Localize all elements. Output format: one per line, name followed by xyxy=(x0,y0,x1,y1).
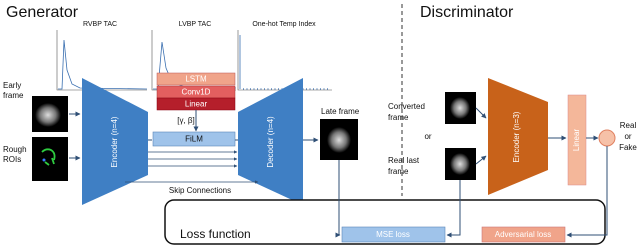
image-blob xyxy=(35,103,61,127)
plot-title: LVBP TAC xyxy=(179,21,212,28)
disc-encoder-label: Encoder (n=3) xyxy=(512,111,521,162)
conv1d-label: Conv1D xyxy=(182,88,211,97)
disc-linear-label: Linear xyxy=(572,129,581,152)
output-label: Late frame xyxy=(321,107,360,116)
adversarial-loss xyxy=(481,226,566,243)
skip-lines xyxy=(125,150,259,184)
loss-title: Loss function xyxy=(180,227,251,241)
output-node xyxy=(598,129,616,147)
discriminator-title: Discriminator xyxy=(420,4,514,21)
decoder xyxy=(238,78,303,205)
mse-label: MSE loss xyxy=(376,230,410,239)
plot-onehot: One-hot Temp Index xyxy=(237,21,332,91)
generator-title: Generator xyxy=(6,4,79,21)
result-label: Real or Fake xyxy=(619,121,637,152)
plot-title: One-hot Temp Index xyxy=(252,21,316,28)
encoder xyxy=(82,78,148,205)
roi-marks xyxy=(42,158,46,162)
image-blob xyxy=(450,97,470,119)
disc-linear xyxy=(567,94,587,186)
plot-title: RVBP TAC xyxy=(83,21,117,28)
encoder-label: Encoder (n=4) xyxy=(110,116,119,167)
film-params: [γ, β] xyxy=(177,116,195,125)
input-label: Rough ROIs xyxy=(3,145,27,164)
disc-encoder xyxy=(488,78,548,195)
disc-input-label: Converted frame xyxy=(388,102,425,122)
input-label: Early frame xyxy=(3,81,24,100)
arrow xyxy=(475,155,487,165)
arrow xyxy=(475,107,487,119)
image-blob xyxy=(327,127,351,153)
image-blob xyxy=(450,153,470,175)
arrow xyxy=(446,180,461,238)
lstm-label: LSTM xyxy=(185,75,207,84)
arrow xyxy=(566,146,608,238)
film-label: FiLM xyxy=(185,135,203,144)
mse-loss xyxy=(341,226,446,243)
or-label: or xyxy=(424,132,431,141)
linear-label: Linear xyxy=(185,100,208,109)
skip-label: Skip Connections xyxy=(169,186,231,195)
lstm xyxy=(156,72,236,86)
roi-image xyxy=(32,137,68,181)
decoder-label: Decoder (n=4) xyxy=(266,116,275,168)
film xyxy=(152,131,236,147)
adversarial-label: Adversarial loss xyxy=(495,230,551,239)
roi-marks xyxy=(41,148,56,166)
disc-input-label: Real last frame xyxy=(388,156,420,176)
arrow xyxy=(335,160,341,238)
plot-rvbp: RVBP TAC xyxy=(56,21,148,91)
